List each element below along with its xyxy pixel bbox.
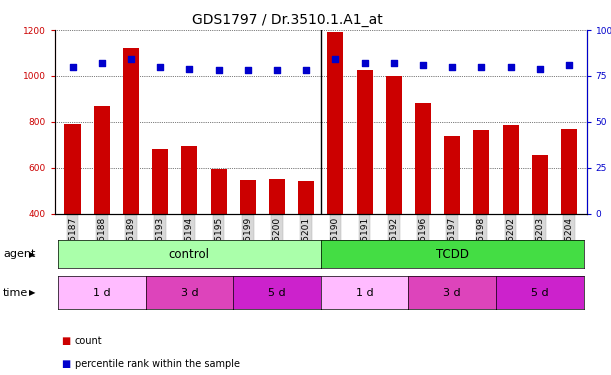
Text: control: control	[169, 248, 210, 261]
Text: agent: agent	[3, 249, 35, 259]
Point	[185, 66, 194, 72]
Point	[535, 66, 545, 72]
Point	[126, 56, 136, 62]
Bar	[357, 70, 373, 214]
Point	[418, 62, 428, 68]
Bar	[474, 130, 489, 214]
Bar	[240, 180, 256, 214]
Bar	[444, 136, 460, 214]
Text: 1 d: 1 d	[93, 288, 111, 297]
Point	[389, 60, 399, 66]
Point	[155, 64, 165, 70]
Point	[272, 68, 282, 74]
Bar	[123, 48, 139, 214]
Text: time: time	[3, 288, 28, 297]
Text: TCDD: TCDD	[436, 248, 469, 261]
Point	[447, 64, 457, 70]
Bar	[181, 146, 197, 214]
Point	[331, 56, 340, 62]
Text: percentile rank within the sample: percentile rank within the sample	[75, 359, 240, 369]
Bar	[211, 169, 227, 214]
Text: 5 d: 5 d	[531, 288, 549, 297]
Text: ▶: ▶	[29, 250, 36, 259]
Text: ▶: ▶	[29, 288, 36, 297]
Bar	[503, 125, 519, 214]
Point	[301, 68, 311, 74]
Bar	[386, 76, 402, 214]
Point	[360, 60, 370, 66]
Point	[214, 68, 224, 74]
Text: 5 d: 5 d	[268, 288, 286, 297]
Text: GDS1797 / Dr.3510.1.A1_at: GDS1797 / Dr.3510.1.A1_at	[192, 13, 382, 27]
Bar	[93, 106, 110, 214]
Point	[477, 64, 486, 70]
Text: 3 d: 3 d	[180, 288, 198, 297]
Bar	[327, 32, 343, 214]
Bar	[561, 129, 577, 214]
Text: 1 d: 1 d	[356, 288, 373, 297]
Text: ■: ■	[61, 336, 70, 346]
Bar	[298, 181, 314, 214]
Text: count: count	[75, 336, 102, 346]
Point	[506, 64, 516, 70]
Point	[68, 64, 78, 70]
Text: ■: ■	[61, 359, 70, 369]
Bar	[269, 179, 285, 214]
Bar	[532, 155, 548, 214]
Bar	[152, 149, 168, 214]
Text: 3 d: 3 d	[444, 288, 461, 297]
Point	[243, 68, 252, 74]
Bar	[65, 124, 81, 214]
Bar	[415, 104, 431, 214]
Point	[564, 62, 574, 68]
Point	[97, 60, 106, 66]
